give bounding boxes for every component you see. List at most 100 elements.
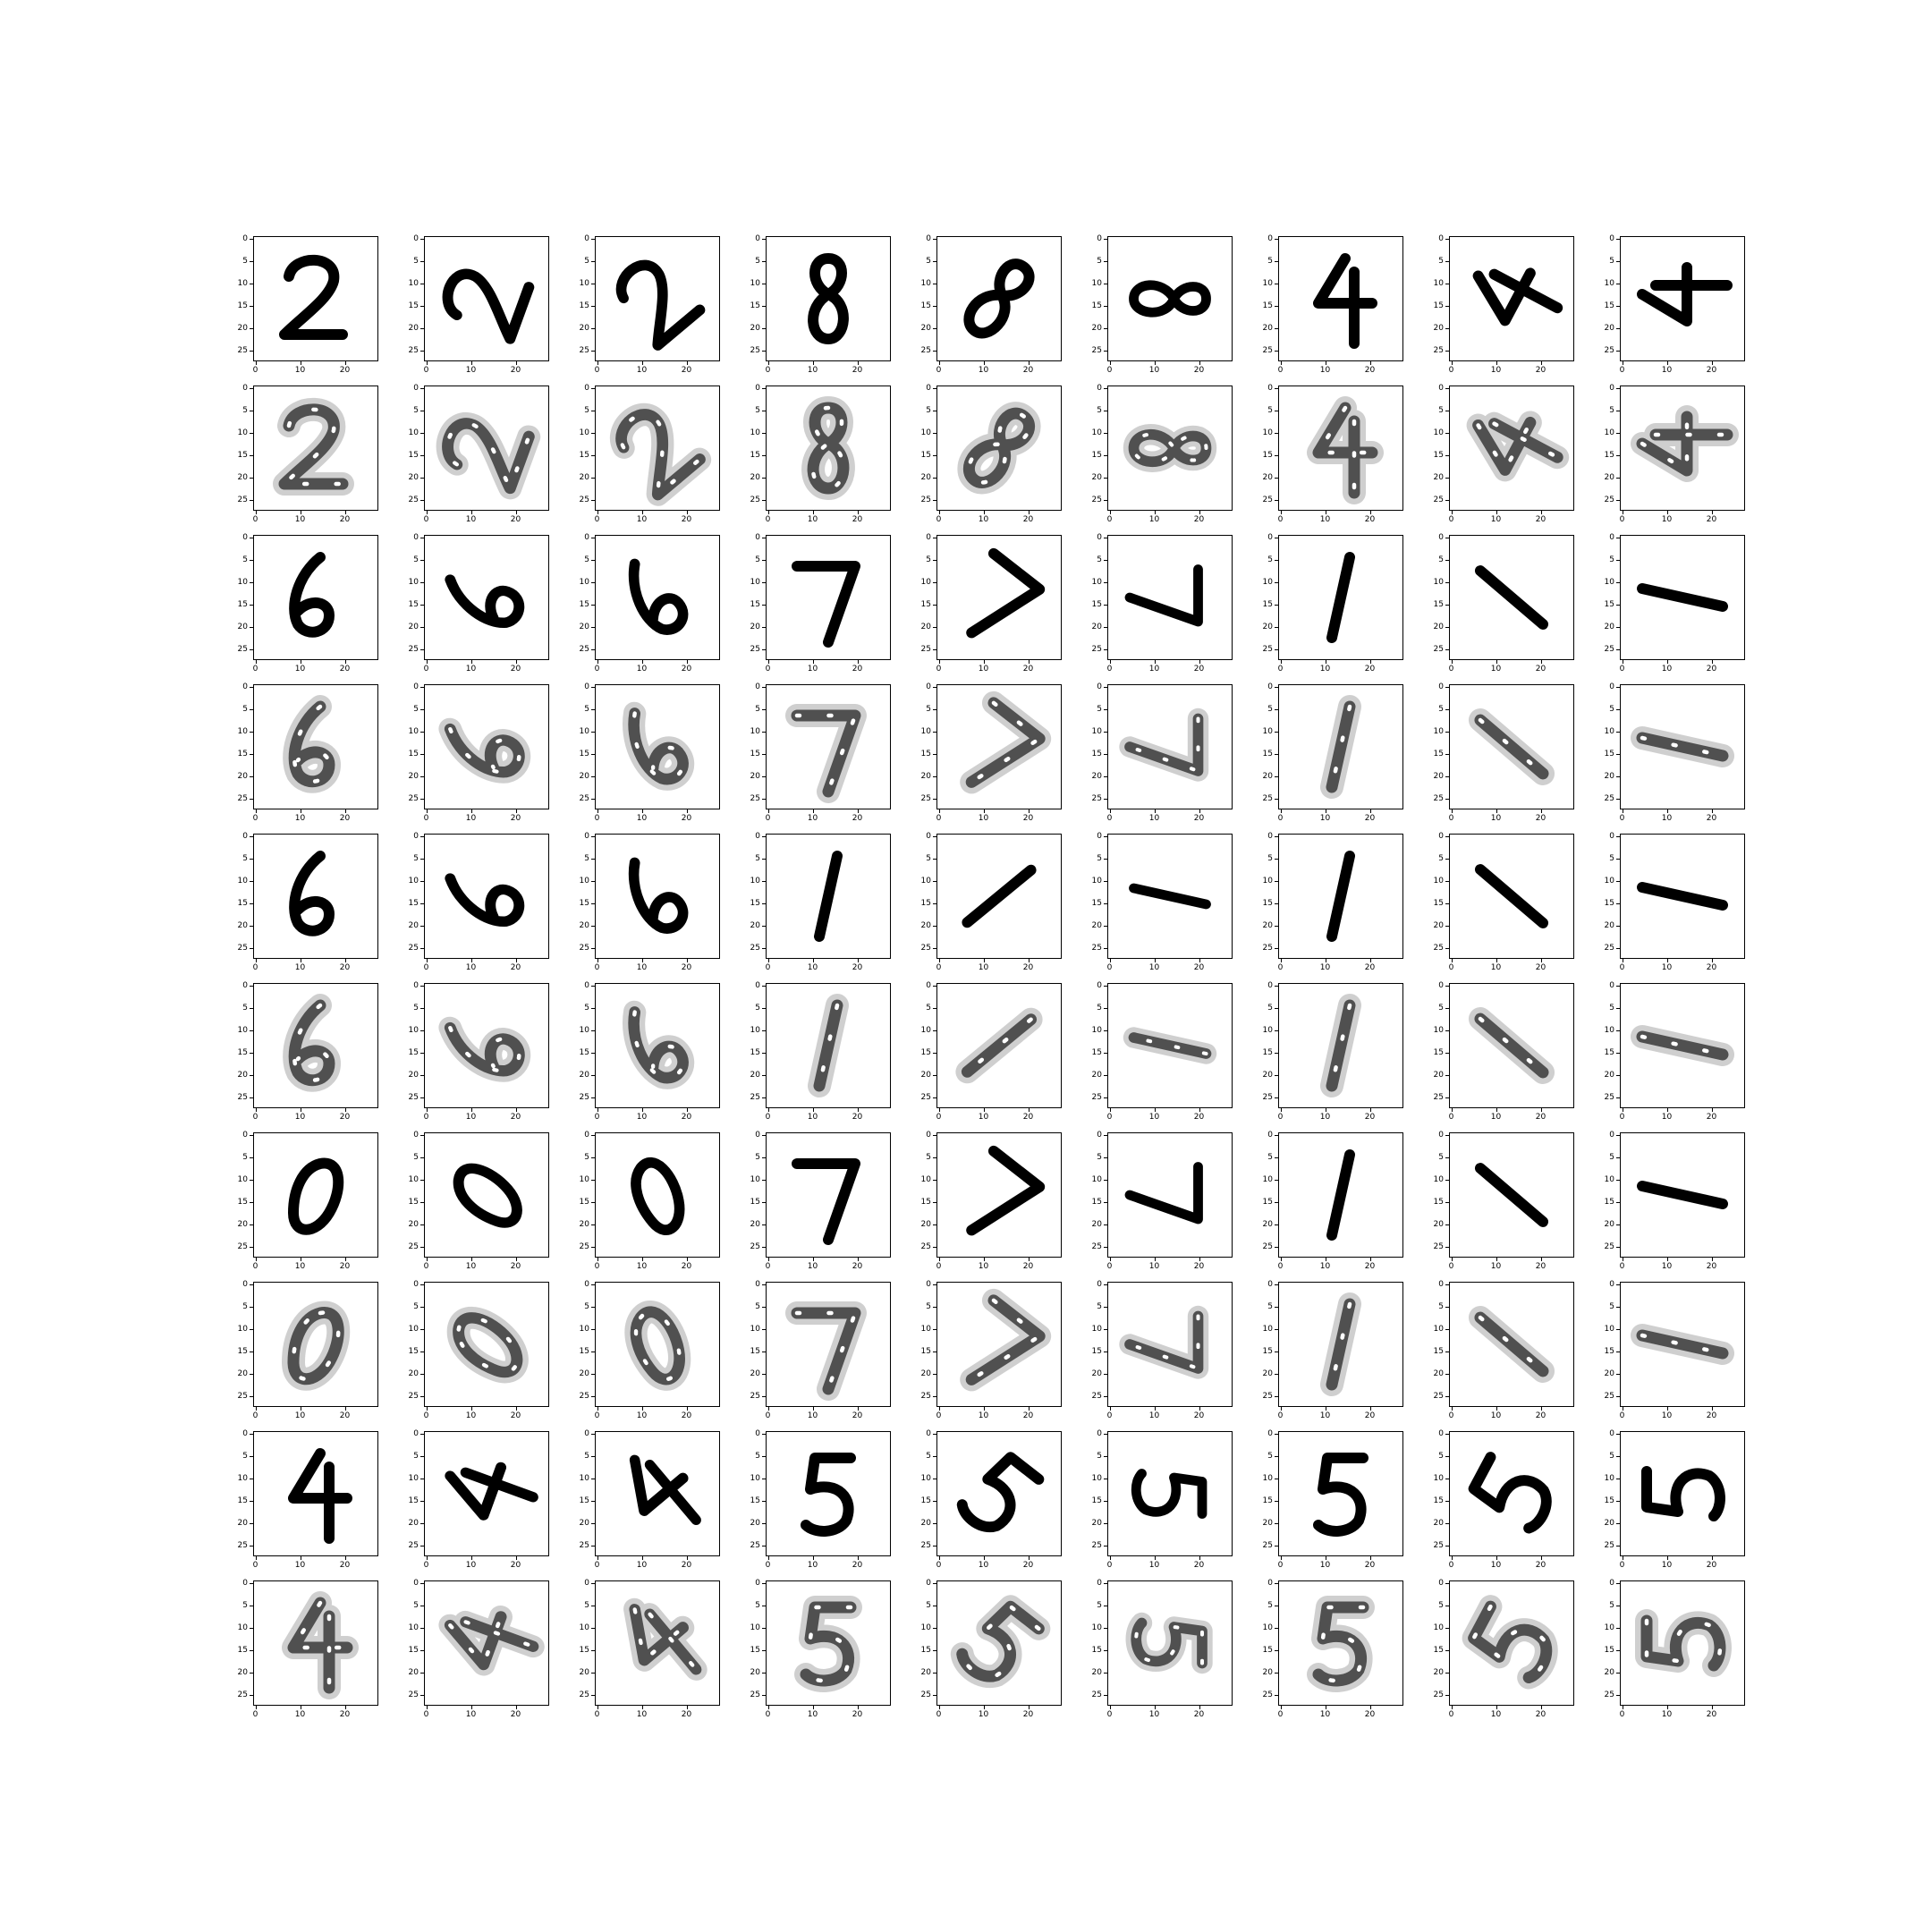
- x-tick-mark: [597, 1556, 598, 1560]
- y-tick-label: 5: [413, 1301, 419, 1311]
- y-tick-label: 25: [237, 1690, 248, 1699]
- x-tick-mark: [1109, 361, 1111, 365]
- x-tick-mark: [1028, 511, 1030, 514]
- x-tick-mark: [1199, 511, 1200, 514]
- y-tick-label: 15: [1604, 599, 1614, 609]
- y-tick-mark: [591, 753, 595, 755]
- y-tick-mark: [1104, 985, 1107, 987]
- y-tick: 20: [572, 1518, 595, 1529]
- digit-image: [1278, 684, 1403, 809]
- y-tick-mark: [591, 731, 595, 733]
- y-tick-mark: [420, 648, 424, 650]
- digit-highlight: [1316, 1605, 1366, 1683]
- y-tick-mark: [1104, 1157, 1107, 1158]
- digit-image: [1620, 983, 1745, 1108]
- y-tick: 5: [230, 1301, 253, 1312]
- x-tick-mark: [983, 1706, 985, 1709]
- y-tick: 15: [572, 1496, 595, 1506]
- y-tick: 5: [1084, 405, 1107, 416]
- digit-panel: 0 5 10 15 20 25 0 10 20: [238, 1579, 378, 1719]
- y-tick-mark: [591, 1500, 595, 1502]
- y-tick-label: 10: [1091, 726, 1102, 736]
- x-tick: 0: [416, 1258, 437, 1274]
- digit-stroke: [1124, 1162, 1203, 1224]
- y-tick: 25: [230, 345, 253, 356]
- y-tick-mark: [1275, 708, 1278, 710]
- y-tick: 15: [230, 1047, 253, 1058]
- y-tick: 20: [1597, 771, 1620, 782]
- y-tick-label: 0: [1097, 980, 1102, 990]
- y-tick: 20: [1084, 1667, 1107, 1678]
- x-tick: 20: [1701, 1407, 1723, 1423]
- y-tick-mark: [762, 499, 766, 501]
- x-tick-mark: [938, 1556, 940, 1560]
- y-tick-label: 25: [1433, 495, 1444, 504]
- y-tick: 10: [1597, 577, 1620, 588]
- x-tick-label: 0: [1277, 665, 1284, 674]
- y-tick: 10: [1255, 428, 1278, 438]
- y-tick-mark: [1445, 559, 1449, 561]
- y-tick: 15: [1255, 898, 1278, 909]
- y-tick-mark: [250, 798, 253, 800]
- y-tick-mark: [1616, 1201, 1620, 1203]
- y-tick: 25: [1597, 793, 1620, 804]
- y-tick-mark: [1275, 775, 1278, 777]
- digit-stroke: [792, 1158, 860, 1245]
- y-tick: 20: [401, 323, 424, 334]
- x-tick-label: 10: [1490, 1411, 1502, 1420]
- y-tick: 10: [913, 428, 936, 438]
- y-tick-mark: [933, 1522, 936, 1524]
- y-tick-label: 0: [1097, 532, 1102, 542]
- y-tick-mark: [250, 880, 253, 882]
- x-tick-label: 0: [1106, 366, 1113, 375]
- y-tick: 0: [230, 1578, 253, 1589]
- y-tick-label: 10: [1262, 428, 1273, 437]
- digit-panel: 0 5 10 15 20 25 0 10 20: [750, 384, 891, 524]
- x-tick-label: 0: [765, 1262, 771, 1271]
- y-tick-mark: [933, 477, 936, 479]
- y-tick: 0: [742, 682, 766, 692]
- x-tick-mark: [515, 1706, 517, 1709]
- x-tick-label: 0: [936, 1411, 942, 1420]
- y-tick-mark: [591, 925, 595, 927]
- y-tick-label: 15: [920, 1346, 931, 1356]
- y-tick-mark: [1445, 1694, 1449, 1696]
- y-tick-mark: [1616, 1030, 1620, 1031]
- y-tick-label: 15: [408, 1197, 419, 1207]
- y-tick: 5: [1084, 555, 1107, 565]
- x-tick-mark: [470, 959, 472, 962]
- y-tick: 15: [1597, 1346, 1620, 1357]
- y-tick-mark: [762, 1433, 766, 1435]
- y-tick-label: 10: [1433, 1473, 1444, 1483]
- digit-panel: 0 5 10 15 20 25 0 10 20: [750, 832, 891, 972]
- y-tick: 15: [230, 749, 253, 759]
- y-tick: 20: [742, 1518, 766, 1529]
- y-tick-mark: [1445, 260, 1449, 262]
- x-tick-label: 0: [423, 963, 429, 972]
- x-tick-label: 20: [1193, 515, 1205, 524]
- x-tick-mark: [1496, 361, 1497, 365]
- x-tick-label: 20: [1193, 814, 1205, 823]
- y-tick-label: 20: [1604, 1667, 1614, 1677]
- y-tick-mark: [591, 1433, 595, 1435]
- y-tick-mark: [1445, 1030, 1449, 1031]
- x-tick-mark: [255, 959, 257, 962]
- y-tick-label: 5: [1267, 1301, 1273, 1311]
- y-tick-label: 0: [584, 1578, 589, 1588]
- y-tick: 0: [401, 1578, 424, 1589]
- y-tick-label: 10: [1091, 428, 1102, 437]
- x-tick-label: 20: [1022, 665, 1034, 674]
- x-tick-mark: [1280, 809, 1282, 813]
- y-tick-label: 25: [579, 1540, 589, 1550]
- y-tick: 20: [742, 1219, 766, 1230]
- y-tick: 10: [401, 577, 424, 588]
- y-tick-label: 0: [584, 1428, 589, 1438]
- y-tick-mark: [762, 432, 766, 434]
- y-tick-label: 10: [1604, 1473, 1614, 1483]
- y-tick-label: 10: [1091, 1623, 1102, 1632]
- y-tick-mark: [250, 1649, 253, 1651]
- y-tick: 20: [230, 1667, 253, 1678]
- y-tick: 0: [572, 831, 595, 842]
- y-tick-mark: [933, 1201, 936, 1203]
- y-tick: 5: [572, 853, 595, 864]
